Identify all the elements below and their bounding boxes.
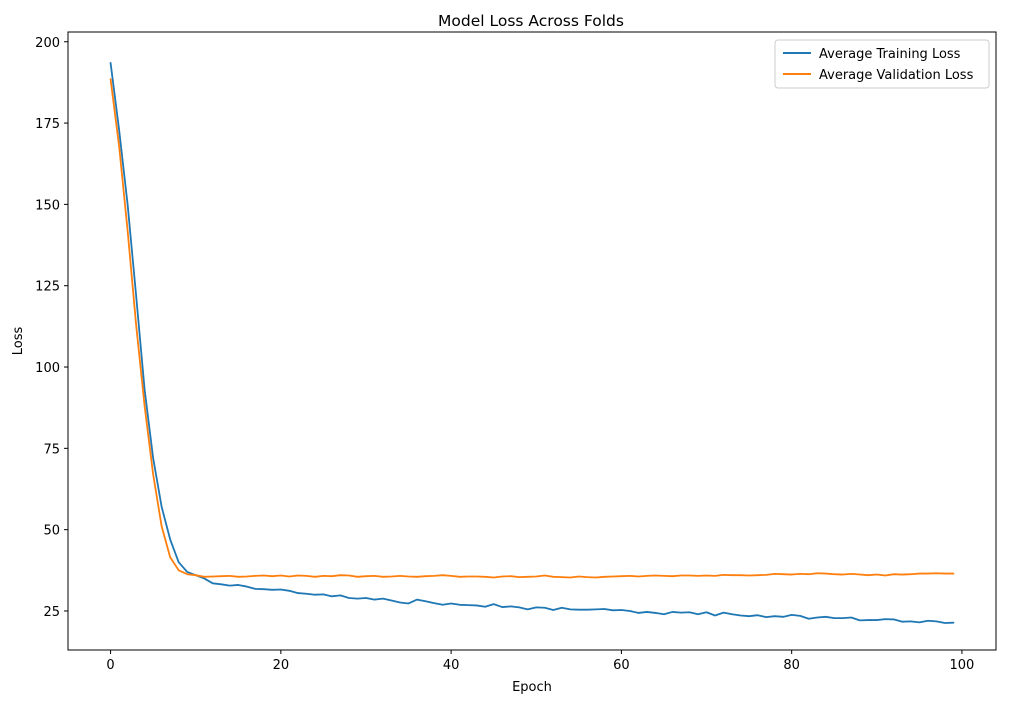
y-tick-label: 125 (35, 280, 60, 295)
y-tick-label: 150 (35, 198, 60, 213)
legend-label-validation: Average Validation Loss (819, 68, 974, 83)
legend-box (774, 39, 990, 89)
x-tick-label: 80 (783, 658, 800, 673)
series-layer (109, 62, 955, 624)
y-tick-label: 25 (43, 605, 60, 620)
chart-title: Model Loss Across Folds (438, 12, 624, 30)
x-tick-label: 60 (613, 658, 630, 673)
x-tick-label: 40 (443, 658, 460, 673)
training-loss-line (109, 62, 955, 624)
y-axis: 25 50 75 100 125 150 175 200 (35, 36, 68, 620)
y-tick-label: 100 (35, 361, 60, 376)
plot-area (67, 31, 997, 651)
legend: Average Training Loss Average Validation… (774, 39, 990, 89)
y-tick-label: 75 (43, 442, 60, 457)
legend-label-training: Average Training Loss (819, 47, 961, 62)
x-axis: 0 20 40 60 80 100 (106, 650, 974, 673)
y-axis-label: Loss (11, 327, 26, 356)
x-axis-label: Epoch (512, 680, 552, 695)
y-tick-label: 50 (43, 524, 60, 539)
plot-frame (67, 31, 997, 651)
x-tick-label: 0 (106, 658, 114, 673)
x-tick-label: 20 (273, 658, 290, 673)
validation-loss-line (109, 78, 955, 579)
x-tick-label: 100 (950, 658, 975, 673)
y-tick-label: 200 (35, 36, 60, 51)
y-tick-label: 175 (35, 117, 60, 132)
